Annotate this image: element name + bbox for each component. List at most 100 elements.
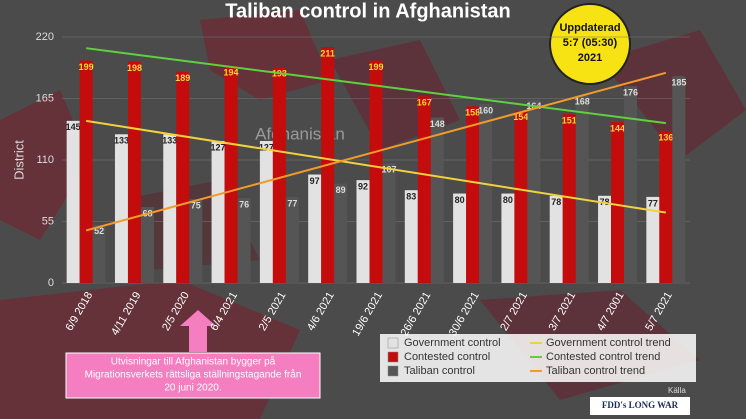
legend-label: Government control xyxy=(404,337,501,349)
legend: Government control Contested control Talib… xyxy=(387,337,671,377)
bar xyxy=(369,60,383,284)
value-label: 75 xyxy=(191,201,201,211)
bar xyxy=(624,86,638,283)
value-label: 198 xyxy=(127,63,142,73)
bar xyxy=(382,163,396,283)
badge xyxy=(549,3,631,85)
source-label: Källa xyxy=(668,386,686,395)
value-label: 148 xyxy=(430,119,445,129)
bar xyxy=(453,193,467,283)
chart-title: Taliban control in Afghanistan xyxy=(225,0,511,22)
trend-line xyxy=(85,71,667,232)
source-box xyxy=(590,397,690,415)
legend-label: Government control trend xyxy=(546,337,671,349)
bar xyxy=(92,224,106,283)
bar xyxy=(66,120,80,283)
bar xyxy=(189,199,203,283)
bar xyxy=(562,114,576,284)
badge-line: Uppdaterad xyxy=(559,22,620,34)
legend-label: Taliban control trend xyxy=(546,365,645,377)
value-label: 92 xyxy=(358,182,368,192)
value-label: 199 xyxy=(79,62,94,72)
legend-swatch xyxy=(387,351,399,363)
value-label: 194 xyxy=(224,67,239,77)
legend-swatch xyxy=(387,365,399,377)
bar xyxy=(404,190,418,283)
bar xyxy=(79,60,93,284)
bar xyxy=(417,96,431,283)
y-tick-label: 0 xyxy=(48,277,54,289)
badge-text: Uppdaterad 5:7 (05:30) 2021 xyxy=(559,22,620,64)
value-label: 151 xyxy=(562,116,577,126)
value-label: 211 xyxy=(320,48,335,58)
value-label: 189 xyxy=(175,73,190,83)
bar xyxy=(334,183,348,283)
value-label: 154 xyxy=(513,112,528,122)
annotation: Utvisningar till Afghanistan bygger påMi… xyxy=(85,356,302,394)
legend-label: Taliban control xyxy=(404,365,475,377)
bar xyxy=(272,67,286,283)
value-label: 127 xyxy=(259,142,274,152)
y-tick-label: 110 xyxy=(36,154,54,166)
badge-line: 2021 xyxy=(578,52,602,64)
value-label: 145 xyxy=(66,122,81,132)
bar xyxy=(308,174,322,283)
y-tick-label: 165 xyxy=(36,92,54,104)
value-label: 80 xyxy=(503,195,513,205)
bar xyxy=(127,61,141,283)
value-label: 160 xyxy=(478,105,493,115)
badge-line: 5:7 (05:30) xyxy=(563,37,618,49)
bar xyxy=(466,106,480,283)
bar xyxy=(501,193,515,283)
bar xyxy=(176,71,190,283)
source-logo: FDD's LONG WAR xyxy=(602,400,679,410)
bar xyxy=(611,121,625,284)
value-label: 144 xyxy=(610,123,625,133)
legend-swatch xyxy=(387,337,399,349)
value-label: 136 xyxy=(658,132,673,142)
bar xyxy=(285,196,299,283)
value-label: 77 xyxy=(287,198,297,208)
bar xyxy=(237,198,251,283)
value-label: 83 xyxy=(406,192,416,202)
value-label: 127 xyxy=(211,142,226,152)
annotation-line: Migrationsverkets rättsliga ställningsta… xyxy=(85,369,302,381)
bar xyxy=(598,195,612,283)
value-label: 185 xyxy=(671,78,686,88)
bar xyxy=(479,104,493,283)
bar xyxy=(356,180,370,283)
value-label: 176 xyxy=(623,88,638,98)
bar xyxy=(514,110,528,283)
annotation-line: 20 juni 2020. xyxy=(164,383,221,394)
trend-line xyxy=(85,119,667,214)
value-label: 78 xyxy=(551,197,561,207)
legend-label: Contested control xyxy=(404,351,490,363)
bar xyxy=(659,130,673,283)
bar xyxy=(211,140,225,283)
bar xyxy=(575,95,589,284)
annotation-box xyxy=(65,352,321,399)
value-label: 167 xyxy=(417,98,432,108)
value-label: 158 xyxy=(465,108,480,118)
bar xyxy=(224,66,238,283)
bar xyxy=(549,195,563,283)
bar xyxy=(430,117,444,283)
annotation-line: Utvisningar till Afghanistan bygger på xyxy=(111,356,276,368)
y-tick-label: 55 xyxy=(42,215,54,227)
bar xyxy=(114,134,128,283)
value-label: 76 xyxy=(239,199,249,209)
bar xyxy=(140,206,154,283)
bar xyxy=(259,140,273,283)
value-label: 199 xyxy=(368,62,383,72)
legend-label: Contested control trend xyxy=(546,351,660,363)
y-axis-label: District xyxy=(11,140,26,180)
value-label: 97 xyxy=(310,176,320,186)
y-tick-label: 220 xyxy=(36,31,54,43)
arrow xyxy=(180,310,216,352)
bar xyxy=(672,76,686,284)
value-label: 80 xyxy=(455,195,465,205)
value-label: 168 xyxy=(575,97,590,107)
value-label: 133 xyxy=(114,136,129,146)
value-label: 133 xyxy=(162,136,177,146)
